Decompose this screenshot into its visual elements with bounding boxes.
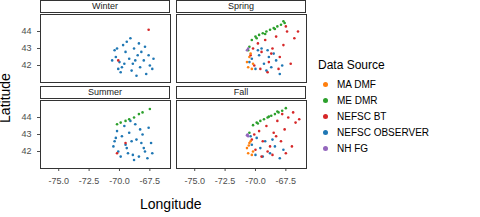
svg-text:43: 43 — [21, 43, 31, 53]
svg-text:42: 42 — [21, 60, 31, 70]
svg-text:-67.5: -67.5 — [140, 176, 161, 185]
html-text:Spring: Spring — [228, 1, 254, 11]
html-text:NEFSC OBSERVER: NEFSC OBSERVER — [337, 126, 430, 138]
html-text:Fall: Fall — [233, 87, 249, 97]
svg-text:44: 44 — [21, 26, 31, 36]
svg-text:-70.0: -70.0 — [109, 176, 130, 185]
svg-text:-75.0: -75.0 — [184, 176, 205, 185]
html-text:Data Source: Data Source — [318, 58, 385, 72]
svg-text:-72.5: -72.5 — [79, 176, 100, 185]
html-text:Summer: Summer — [88, 87, 122, 97]
html-text:NEFSC BT: NEFSC BT — [337, 110, 387, 122]
html-text:ME DMR: ME DMR — [337, 94, 378, 106]
svg-text:-75.0: -75.0 — [48, 176, 69, 185]
html-text:NH FG: NH FG — [337, 142, 369, 154]
html-text:Longitude: Longitude — [140, 196, 202, 212]
svg-text:-72.5: -72.5 — [215, 176, 236, 185]
svg-text:42: 42 — [21, 146, 31, 156]
svg-text:-67.5: -67.5 — [276, 176, 297, 185]
html-text:Winter: Winter — [92, 1, 118, 11]
svg-text:-70.0: -70.0 — [245, 176, 266, 185]
svg-text:43: 43 — [21, 129, 31, 139]
svg-text:44: 44 — [21, 112, 31, 122]
html-text:MA DMF: MA DMF — [337, 78, 376, 90]
